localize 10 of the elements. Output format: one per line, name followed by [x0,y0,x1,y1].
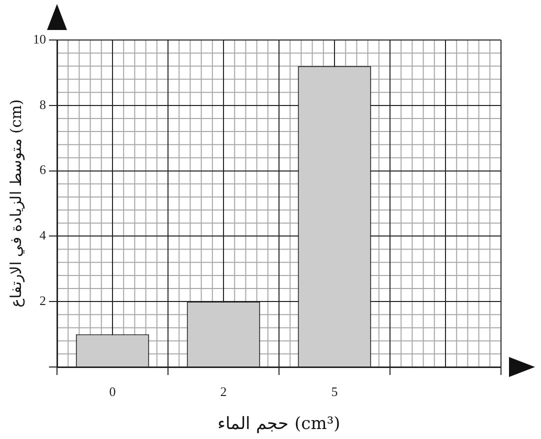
x-tick-label: 0 [109,384,116,400]
x-tick-label: 5 [331,384,338,400]
y-tick-label: 6 [40,162,46,178]
x-tick-label: 2 [220,384,227,400]
y-tick-label: 4 [40,228,46,243]
y-tick-label: 8 [40,96,46,112]
x-axis-title: حجم الماء (cm³) [218,414,340,434]
y-tick-label: 10 [33,31,46,46]
y-tick-label: 2 [40,293,46,308]
y-axis-title: متوسط الزيادة في الارتفاع (cm) [6,99,25,308]
